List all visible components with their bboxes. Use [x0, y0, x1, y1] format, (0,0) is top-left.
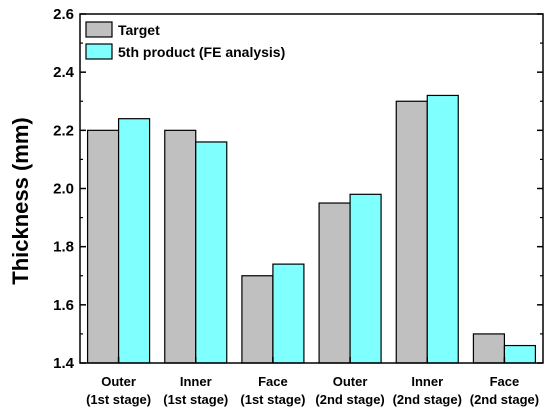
bar-target-2 [241, 275, 274, 364]
legend-swatch [85, 43, 113, 60]
x-category-label-line: (2nd stage) [470, 392, 539, 407]
x-category-label-line: (1st stage) [240, 392, 305, 407]
bar-target-0 [86, 129, 120, 364]
legend-swatch [85, 21, 113, 38]
bar-fe-analysis-3 [349, 193, 382, 364]
y-tick-label: 2.6 [53, 6, 74, 23]
y-axis-title: Thickness (mm) [8, 117, 33, 285]
bar-target-3 [318, 202, 351, 364]
y-tick-label: 1.8 [53, 239, 74, 256]
x-category-label: Face (1st stage) [240, 374, 305, 407]
legend-label: 5th product (FE analysis) [118, 44, 285, 60]
x-category-label-line: Face [258, 374, 288, 389]
bar-fe-analysis-5 [503, 344, 537, 364]
y-tick-label: 2.2 [53, 122, 74, 139]
bars-layer [86, 94, 537, 364]
x-category-label-line: (1st stage) [86, 392, 151, 407]
x-category-label-line: Face [490, 374, 520, 389]
bar-fe-analysis-4 [426, 94, 459, 364]
legend: Target 5th product (FE analysis) [85, 21, 285, 60]
x-category-label: Inner (1st stage) [163, 374, 228, 407]
bar-target-1 [164, 129, 197, 364]
bar-fe-analysis-2 [272, 263, 305, 364]
x-category-label-line: Outer [333, 374, 368, 389]
bar-fe-analysis-1 [195, 141, 228, 364]
x-category-label-line: Inner [411, 374, 443, 389]
x-category-label: Outer (1st stage) [86, 374, 151, 407]
x-category-label-line: (2nd stage) [315, 392, 384, 407]
x-category-label-line: Inner [180, 374, 212, 389]
y-tick-label: 2.4 [53, 64, 75, 81]
x-category-label: Face (2nd stage) [470, 374, 539, 407]
bar-target-5 [472, 333, 506, 364]
x-category-label: Inner (2nd stage) [393, 374, 462, 407]
x-category-label: Outer (2nd stage) [315, 374, 384, 407]
y-tick-label: 1.4 [53, 355, 75, 372]
y-tick-label: 2.0 [53, 181, 74, 198]
bar-target-4 [395, 100, 428, 364]
y-tick-label: 1.6 [53, 297, 74, 314]
legend-label: Target [118, 22, 160, 38]
bar-fe-analysis-0 [117, 118, 151, 364]
x-category-label-line: (2nd stage) [393, 392, 462, 407]
x-category-label-line: Outer [101, 374, 136, 389]
x-category-label-line: (1st stage) [163, 392, 228, 407]
